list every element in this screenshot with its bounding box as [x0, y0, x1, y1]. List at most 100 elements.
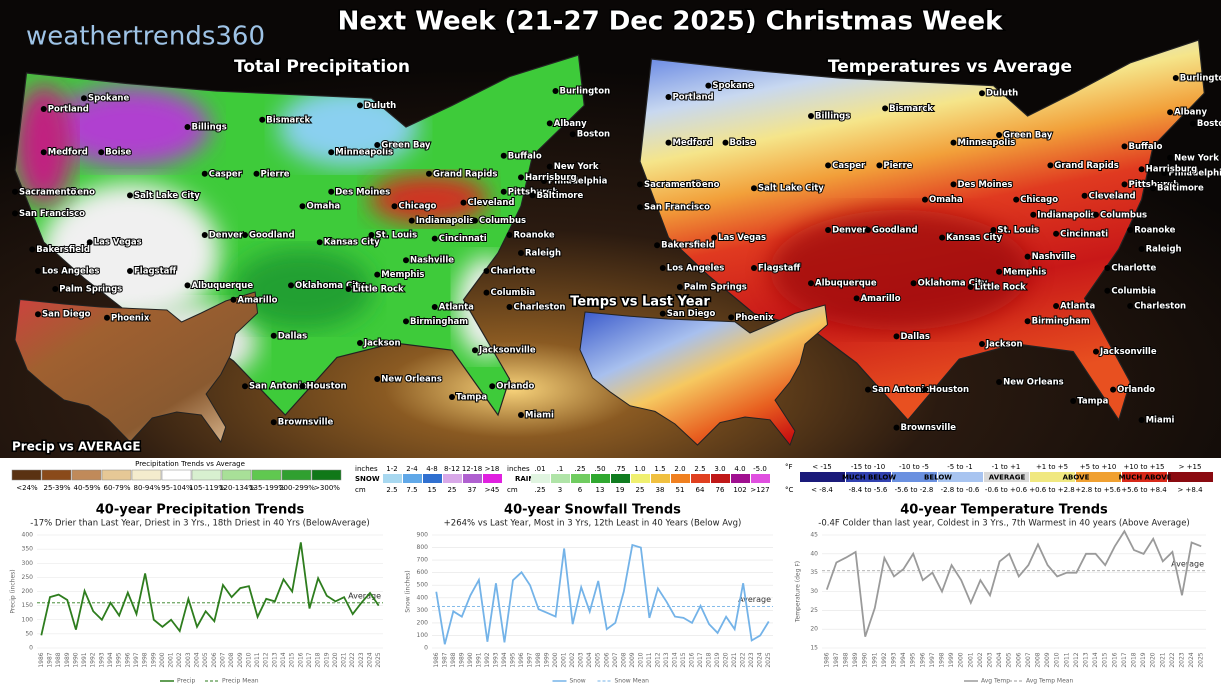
- x-tick-label: 2008: [1035, 652, 1042, 667]
- x-tick-label: 1994: [501, 652, 508, 667]
- city-label: New York: [554, 162, 599, 172]
- city-dot: [460, 199, 467, 206]
- x-tick-label: 2018: [706, 652, 713, 667]
- legend-swatch: [1168, 472, 1213, 482]
- city-label: Bakersfield: [661, 241, 715, 251]
- city-dot: [500, 152, 507, 159]
- x-tick-label: 2007: [612, 652, 619, 667]
- city-label: Denver: [209, 231, 244, 241]
- x-tick-label: 2021: [1159, 652, 1166, 667]
- city-label: Spokane: [712, 81, 753, 91]
- city-label: Des Moines: [958, 180, 1013, 190]
- city-label: Denver: [832, 226, 867, 236]
- x-tick-label: 2007: [219, 652, 226, 667]
- legend-label: +5 to +10: [1080, 463, 1117, 471]
- city-dot: [431, 235, 438, 242]
- city-dot: [1161, 170, 1168, 176]
- x-tick-label: 1999: [544, 652, 551, 667]
- legend-label: inches: [507, 465, 530, 473]
- last-year-map: [579, 304, 829, 447]
- city-dot: [426, 170, 432, 177]
- x-tick-label: 2010: [245, 652, 252, 667]
- city-dot: [506, 232, 513, 238]
- city-dot: [1104, 265, 1111, 271]
- city-dot: [569, 131, 576, 138]
- x-tick-label: 1997: [133, 652, 140, 667]
- city-label: Billings: [815, 112, 850, 122]
- mean-label: Average: [348, 591, 381, 600]
- city-label: Flagstaff: [134, 267, 176, 277]
- legend-label: -2.8 to -0.6: [941, 486, 980, 494]
- y-tick-label: 20: [810, 626, 818, 633]
- city-dot: [882, 105, 889, 112]
- data-line: [40, 542, 380, 636]
- legend-label: 135-199%: [249, 484, 285, 492]
- city-label: Phoenix: [111, 313, 150, 323]
- city-label: Boston: [577, 130, 610, 140]
- x-tick-label: 1987: [441, 652, 448, 667]
- city-label: Tampa: [1077, 397, 1108, 407]
- city-dot: [184, 124, 191, 130]
- legend-label: Snow: [570, 678, 586, 685]
- city-dot: [808, 280, 814, 287]
- legend-label: .25: [534, 486, 545, 494]
- legend-label: +2.8 to +5.6: [1075, 486, 1121, 494]
- city-dot: [967, 284, 974, 290]
- x-tick-label: 2017: [1121, 652, 1128, 667]
- x-tick-label: 2025: [375, 652, 382, 667]
- city-label: Jackson: [363, 339, 401, 349]
- x-tick-label: 2011: [254, 652, 261, 667]
- city-label: Jacksonville: [478, 346, 536, 356]
- city-dot: [1024, 253, 1031, 260]
- city-dot: [86, 239, 93, 246]
- city-dot: [299, 383, 306, 390]
- legend-swatch: [311, 469, 342, 481]
- city-label: Phoenix: [735, 313, 774, 323]
- city-dot: [950, 139, 957, 146]
- precip-avg-map: [14, 291, 259, 444]
- legend-swatch: [691, 474, 710, 483]
- data-line: [435, 543, 770, 645]
- city-label: Little Rock: [353, 285, 405, 295]
- city-label: Birmingham: [410, 317, 468, 327]
- city-label: Albany: [554, 119, 587, 129]
- city-dot: [893, 424, 900, 431]
- x-tick-label: 1995: [910, 652, 917, 667]
- legend-label: -5.6 to -2.8: [895, 486, 934, 494]
- city-label: Sacramento: [19, 187, 77, 197]
- city-dot: [127, 268, 133, 274]
- city-label: San Antonio: [872, 385, 930, 395]
- city-label: Columbia: [1111, 286, 1156, 296]
- x-tick-label: 2001: [967, 652, 974, 667]
- legend-label: -1 to +1: [992, 463, 1021, 471]
- x-tick-label: 2020: [332, 652, 339, 667]
- city-dot: [1081, 192, 1088, 199]
- legend-swatch: [251, 469, 282, 481]
- legend-swatch: [281, 469, 312, 481]
- x-tick-label: 2002: [977, 652, 984, 667]
- legend-label: 25: [636, 486, 645, 494]
- x-tick-label: 2019: [323, 652, 330, 667]
- city-label: St. Louis: [376, 231, 418, 241]
- legend-label: .50: [594, 465, 605, 473]
- city-label: Pittsburgh: [1129, 180, 1180, 190]
- x-tick-label: 2019: [714, 652, 721, 667]
- city-label: Albany: [1174, 108, 1207, 118]
- x-tick-label: 1995: [509, 652, 516, 667]
- city-dot: [665, 139, 672, 146]
- city-label: Columbus: [1100, 210, 1147, 220]
- x-tick-label: 2001: [168, 652, 175, 667]
- city-dot: [242, 232, 248, 238]
- x-tick-label: 2012: [1073, 652, 1080, 667]
- city-dot: [230, 296, 237, 303]
- x-tick-label: 2009: [1044, 652, 1051, 667]
- city-label: Orlando: [1117, 385, 1155, 395]
- y-tick-label: 600: [417, 569, 429, 576]
- city-label: Roanoke: [1134, 226, 1175, 236]
- x-tick-label: 1999: [150, 652, 157, 667]
- city-dot: [546, 163, 553, 170]
- city-label: Cleveland: [468, 198, 515, 208]
- city-label: Burlington: [1180, 74, 1221, 84]
- x-tick-label: 1988: [450, 652, 457, 667]
- city-label: Pierre: [883, 161, 912, 171]
